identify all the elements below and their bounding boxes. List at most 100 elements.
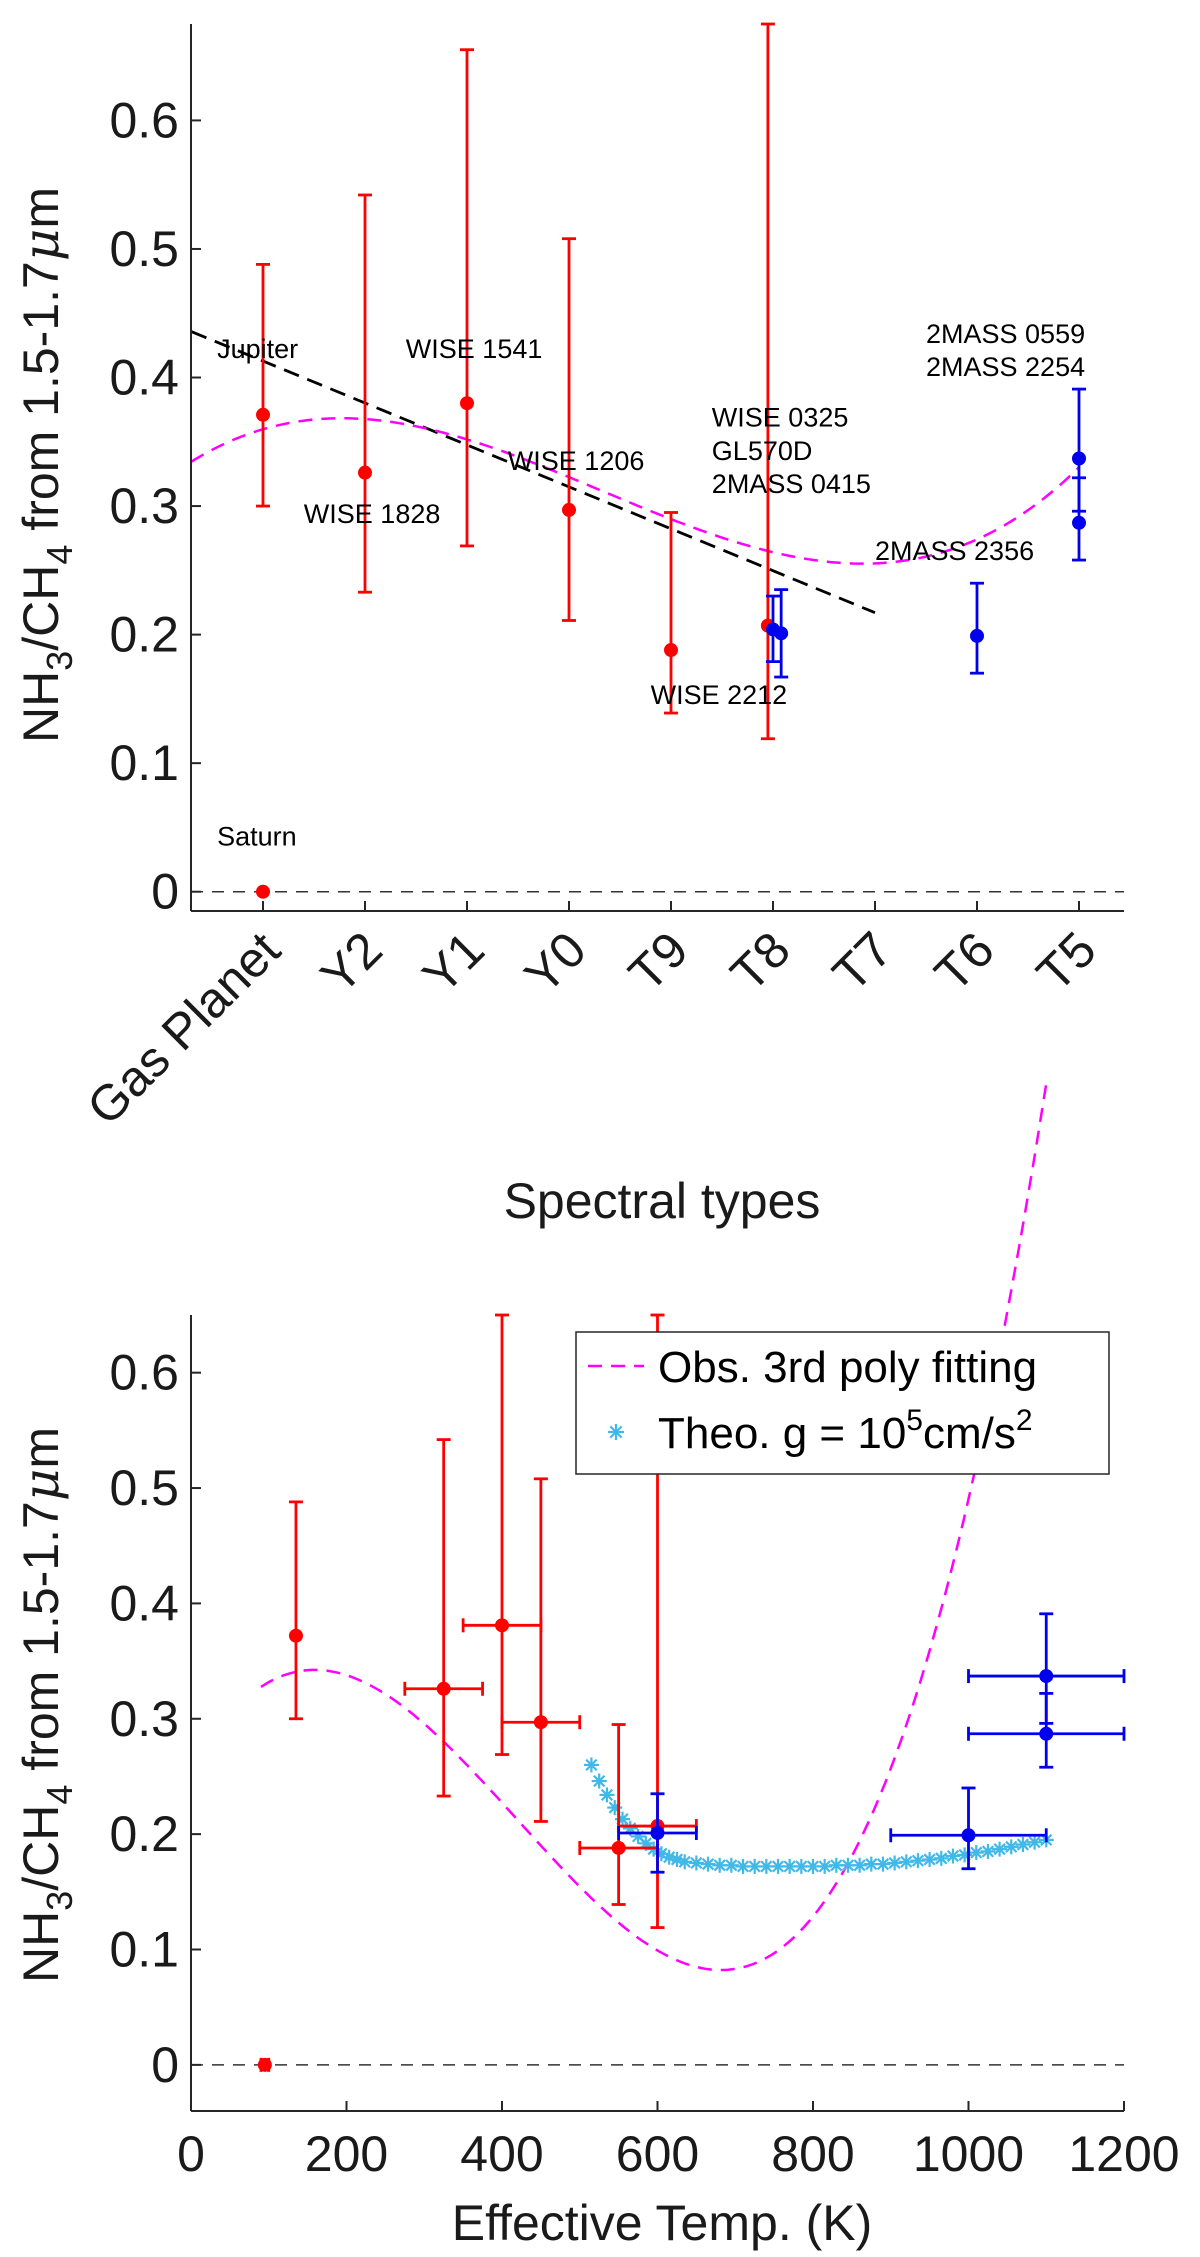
data-point	[961, 1828, 976, 1843]
theory-star-stroke	[841, 1859, 855, 1872]
theory-star-stroke	[818, 1860, 831, 1873]
point-annotation: WISE 1541	[406, 334, 543, 364]
theory-star	[922, 1852, 938, 1868]
theory-star-stroke	[585, 1758, 598, 1771]
theory-star-stroke	[748, 1860, 761, 1873]
point-annotation: GL570D	[712, 436, 813, 466]
bottom-theory-series	[583, 1757, 1054, 1874]
theory-star	[933, 1850, 949, 1866]
theory-star	[599, 1787, 615, 1803]
linear-fit-line	[191, 330, 876, 614]
data-point	[970, 628, 984, 643]
data-point	[1039, 1669, 1054, 1684]
point-annotation: 2MASS 2356	[875, 536, 1034, 566]
x-tick-label: 400	[460, 2126, 543, 2182]
theory-star	[992, 1841, 1008, 1857]
y-tick-label: 0.5	[109, 221, 179, 277]
y-label-nh: NH	[13, 1911, 69, 1983]
theory-star	[852, 1857, 868, 1873]
data-point	[256, 407, 270, 422]
point-annotation: WISE 2212	[651, 680, 788, 710]
y-label-range: from 1.5-1.7	[13, 261, 69, 544]
data-point	[774, 626, 789, 641]
bottom-fit-lines	[260, 1083, 1048, 1972]
theory-star-stroke	[609, 1425, 623, 1439]
y-label-sub-3: 3	[39, 1891, 80, 1911]
data-point	[288, 1628, 303, 1643]
top-annotations: Jupiter Saturn WISE 1828 WISE 1541 WISE 1206…	[217, 319, 1085, 852]
theory-star-stroke	[911, 1854, 925, 1867]
theory-star-stroke	[946, 1849, 960, 1863]
theory-star	[782, 1858, 798, 1874]
y-tick-label: 0.3	[109, 1691, 179, 1747]
y-tick-label: 0.1	[109, 1921, 179, 1977]
y-label-mu: μ	[12, 229, 70, 262]
theory-star-stroke	[783, 1860, 796, 1873]
data-point	[495, 1618, 509, 1633]
theory-star-stroke	[981, 1845, 995, 1858]
theory-star-stroke	[760, 1860, 773, 1873]
y-label-sub-4: 4	[39, 545, 80, 565]
theory-star-stroke	[806, 1860, 820, 1873]
theory-star	[700, 1856, 716, 1872]
theory-star-stroke	[736, 1860, 750, 1873]
data-point	[1072, 451, 1086, 466]
bottom-data-points	[257, 1313, 1126, 2072]
legend-theory-main: Theo. g = 10	[658, 1409, 906, 1458]
y-label-sub-4: 4	[39, 1785, 80, 1805]
point-annotation: 2MASS 0559	[926, 319, 1085, 349]
theory-star-stroke	[593, 1774, 606, 1788]
x-tick-label: 1200	[1068, 2126, 1179, 2182]
point-annotation: WISE 1206	[508, 446, 645, 476]
poly-fit-curve	[190, 417, 1080, 565]
theory-star	[887, 1855, 903, 1871]
theory-star	[945, 1848, 961, 1864]
legend-poly-label: Obs. 3rd poly fitting	[658, 1343, 1037, 1392]
theory-star-stroke	[725, 1859, 738, 1872]
theory-star-stroke	[876, 1858, 890, 1871]
legend: Obs. 3rd poly fitting Theo. g = 105cm/s2	[575, 1331, 1110, 1475]
y-tick-label: 0.3	[109, 478, 179, 534]
theory-star	[591, 1773, 607, 1789]
theory-star	[980, 1843, 996, 1859]
poly-fit-curve	[260, 1083, 1048, 1972]
y-label-ch: /CH	[13, 1805, 69, 1891]
point-annotation: Jupiter	[217, 334, 298, 364]
theory-star	[712, 1857, 728, 1873]
data-point	[358, 465, 372, 480]
y-tick-label: 0.1	[109, 735, 179, 791]
legend-theory-sup: 5	[906, 1404, 923, 1437]
theory-star	[583, 1757, 599, 1773]
legend-star	[608, 1424, 624, 1440]
y-label-range: from 1.5-1.7	[13, 1501, 69, 1784]
y-tick-label: 0.4	[109, 1575, 179, 1631]
bottom-y-axis-label: NH3/CH4 from 1.5-1.7μm	[12, 1427, 80, 1983]
theory-star-stroke	[1005, 1840, 1018, 1853]
theory-star	[910, 1853, 926, 1869]
point-annotation: 2MASS 0415	[712, 469, 871, 499]
legend-theory-unit: cm/s	[923, 1409, 1016, 1458]
point-annotation: WISE 1828	[304, 499, 441, 529]
theory-star-stroke	[923, 1853, 936, 1866]
y-label-mu: μ	[12, 1469, 70, 1502]
theory-star-stroke	[678, 1855, 691, 1868]
data-point	[256, 884, 270, 899]
theory-star-stroke	[1016, 1838, 1030, 1851]
y-tick-label: 0.6	[109, 92, 179, 148]
theory-star	[677, 1854, 693, 1870]
data-point	[1072, 515, 1086, 530]
data-point	[664, 643, 678, 658]
legend-theory-label: Theo. g = 105cm/s2	[658, 1404, 1033, 1458]
x-tick-label: 200	[305, 2126, 388, 2182]
theory-star	[875, 1856, 891, 1872]
y-tick-label: 0.5	[109, 1460, 179, 1516]
theory-star-stroke	[771, 1860, 785, 1873]
theory-star-stroke	[970, 1846, 983, 1859]
y-tick-label: 0.2	[109, 1806, 179, 1862]
x-tick-label: 800	[771, 2126, 854, 2182]
y-tick-label: 0.2	[109, 607, 179, 663]
y-label-m: m	[13, 1427, 69, 1469]
data-point	[611, 1840, 626, 1855]
